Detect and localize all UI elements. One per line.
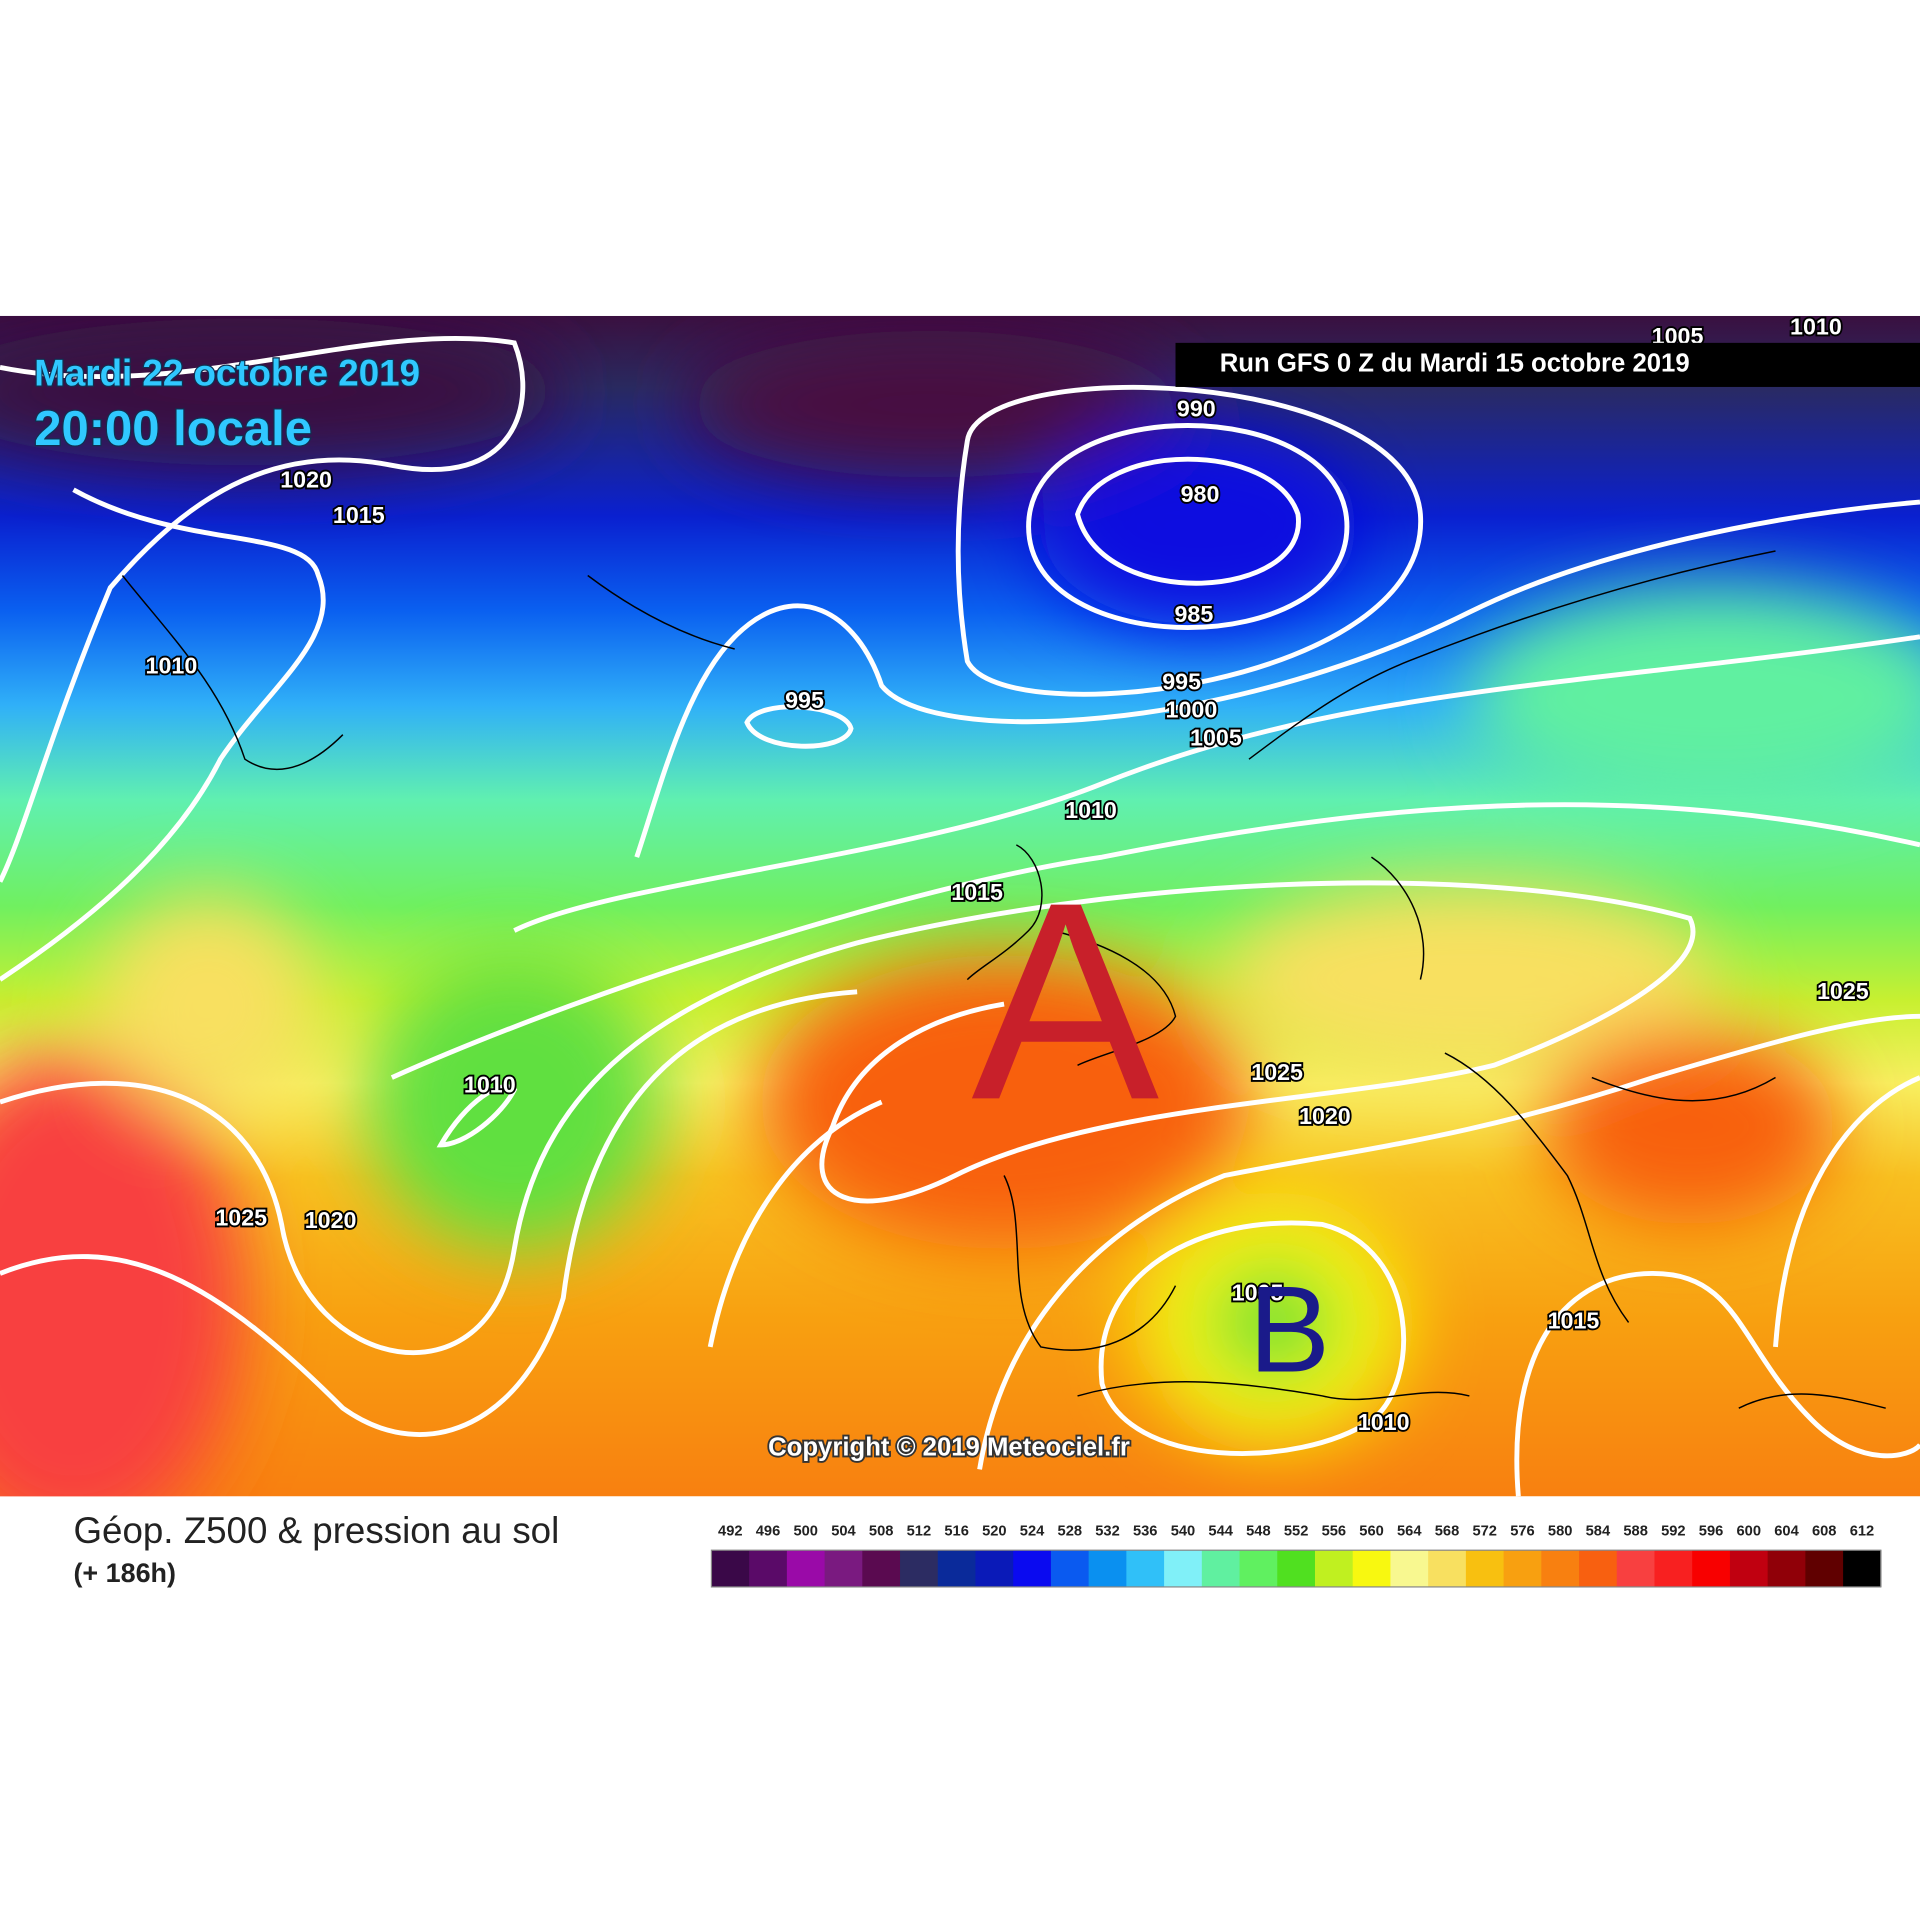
isobar-label: 1020 xyxy=(1299,1103,1351,1129)
legend-label: 576 xyxy=(1510,1524,1535,1540)
legend-swatch xyxy=(1428,1550,1467,1587)
legend-label: 524 xyxy=(1020,1524,1045,1540)
copyright: Copyright © 2019 Meteociel.fr xyxy=(768,1433,1130,1461)
legend-label: 540 xyxy=(1171,1524,1196,1540)
legend-label: 492 xyxy=(718,1524,743,1540)
legend-swatch xyxy=(711,1550,750,1587)
legend-swatch xyxy=(1767,1550,1806,1587)
legend-swatch xyxy=(937,1550,977,1587)
isobar-label: 985 xyxy=(1174,601,1213,627)
legend-swatch xyxy=(749,1550,788,1587)
legend-swatch xyxy=(1541,1550,1580,1587)
legend-label: 592 xyxy=(1661,1524,1686,1540)
legend-swatch xyxy=(1314,1550,1354,1587)
isobar-label: 1005 xyxy=(1190,725,1242,751)
isobar-label: 995 xyxy=(785,687,824,713)
isobar-label: 1025 xyxy=(215,1205,267,1231)
isobar-label: 1010 xyxy=(1065,797,1117,823)
legend-label: 596 xyxy=(1699,1524,1724,1540)
map xyxy=(0,315,1920,1497)
isobar-label: 1010 xyxy=(1358,1409,1410,1435)
isobar-label: 1015 xyxy=(1548,1308,1600,1334)
legend-label: 608 xyxy=(1812,1524,1837,1540)
legend-label: 560 xyxy=(1359,1524,1384,1540)
legend-swatch xyxy=(1013,1550,1052,1587)
legend-frame xyxy=(710,1549,1882,1588)
isobar-label: 1010 xyxy=(146,652,198,678)
legend-swatch xyxy=(824,1550,863,1587)
legend-swatch xyxy=(1126,1550,1165,1587)
legend-label: 548 xyxy=(1246,1524,1271,1540)
legend-swatch xyxy=(1843,1550,1882,1587)
legend-label: 508 xyxy=(869,1524,894,1540)
legend-swatch xyxy=(975,1550,1014,1587)
legend-label: 612 xyxy=(1850,1524,1875,1540)
forecast-time: 20:00 locale xyxy=(34,402,312,456)
isobar-label: 1025 xyxy=(1251,1059,1303,1085)
legend-label: 552 xyxy=(1284,1524,1309,1540)
legend-swatch xyxy=(1239,1550,1278,1587)
legend-label: 580 xyxy=(1548,1524,1573,1540)
legend-swatch xyxy=(1277,1550,1316,1587)
isobar-label: 1025 xyxy=(1817,978,1869,1004)
legend-label: 564 xyxy=(1397,1524,1422,1540)
legend-swatch xyxy=(1088,1550,1127,1587)
legend-swatch xyxy=(1805,1550,1844,1587)
run-info: Run GFS 0 Z du Mardi 15 octobre 2019 xyxy=(1220,350,1690,378)
legend-swatch xyxy=(1390,1550,1429,1587)
isobar-label: 1020 xyxy=(280,466,332,492)
legend-swatch xyxy=(1465,1550,1505,1587)
isobar-label: 1020 xyxy=(305,1207,357,1233)
legend-subtitle: (+ 186h) xyxy=(73,1558,176,1588)
legend-label: 512 xyxy=(907,1524,932,1540)
legend-label: 528 xyxy=(1058,1524,1083,1540)
legend-label: 532 xyxy=(1095,1524,1120,1540)
isobar-label: 1000 xyxy=(1166,697,1218,723)
legend-swatch xyxy=(1352,1550,1392,1587)
legend-label: 500 xyxy=(793,1524,818,1540)
forecast-date: Mardi 22 octobre 2019 xyxy=(34,353,420,394)
legend-label: 520 xyxy=(982,1524,1007,1540)
legend-swatch xyxy=(1164,1550,1203,1587)
legend-label: 584 xyxy=(1586,1524,1611,1540)
legend-label: 536 xyxy=(1133,1524,1158,1540)
marker-b: B xyxy=(1249,1260,1331,1397)
isobar-label: 990 xyxy=(1177,395,1216,421)
legend-label: 556 xyxy=(1322,1524,1347,1540)
legend-label: 516 xyxy=(944,1524,969,1540)
legend-swatch xyxy=(1729,1550,1769,1587)
legend-title: Géop. Z500 & pression au sol xyxy=(73,1510,559,1551)
legend-label: 504 xyxy=(831,1524,856,1540)
marker-a: A xyxy=(971,843,1160,1158)
legend-label: 604 xyxy=(1774,1524,1799,1540)
isobar-label: 1015 xyxy=(951,879,1003,905)
isobar-label: 980 xyxy=(1181,481,1220,507)
legend-label: 600 xyxy=(1737,1524,1762,1540)
legend-label: 544 xyxy=(1208,1524,1233,1540)
legend-swatch xyxy=(1201,1550,1241,1587)
legend-label: 572 xyxy=(1472,1524,1497,1540)
legend-swatch xyxy=(1579,1550,1618,1587)
legend-swatch xyxy=(1692,1550,1731,1587)
legend-swatch xyxy=(786,1550,826,1587)
legend-swatch xyxy=(900,1550,939,1587)
legend-swatch xyxy=(1050,1550,1090,1587)
legend-swatch xyxy=(862,1550,901,1587)
legend-label: 568 xyxy=(1435,1524,1460,1540)
isobar-label: 995 xyxy=(1162,668,1201,694)
legend-swatch xyxy=(1503,1550,1542,1587)
legend-label: 496 xyxy=(756,1524,781,1540)
legend-swatch xyxy=(1616,1550,1656,1587)
isobar-label: 1015 xyxy=(333,502,385,528)
isobar-label: 1010 xyxy=(464,1071,516,1097)
run-banner xyxy=(1175,342,1920,387)
isobar-label: 1010 xyxy=(1790,313,1842,339)
isobar-label: 1005 xyxy=(1232,1279,1284,1305)
legend-swatch xyxy=(1654,1550,1693,1587)
legend-label: 588 xyxy=(1623,1524,1648,1540)
